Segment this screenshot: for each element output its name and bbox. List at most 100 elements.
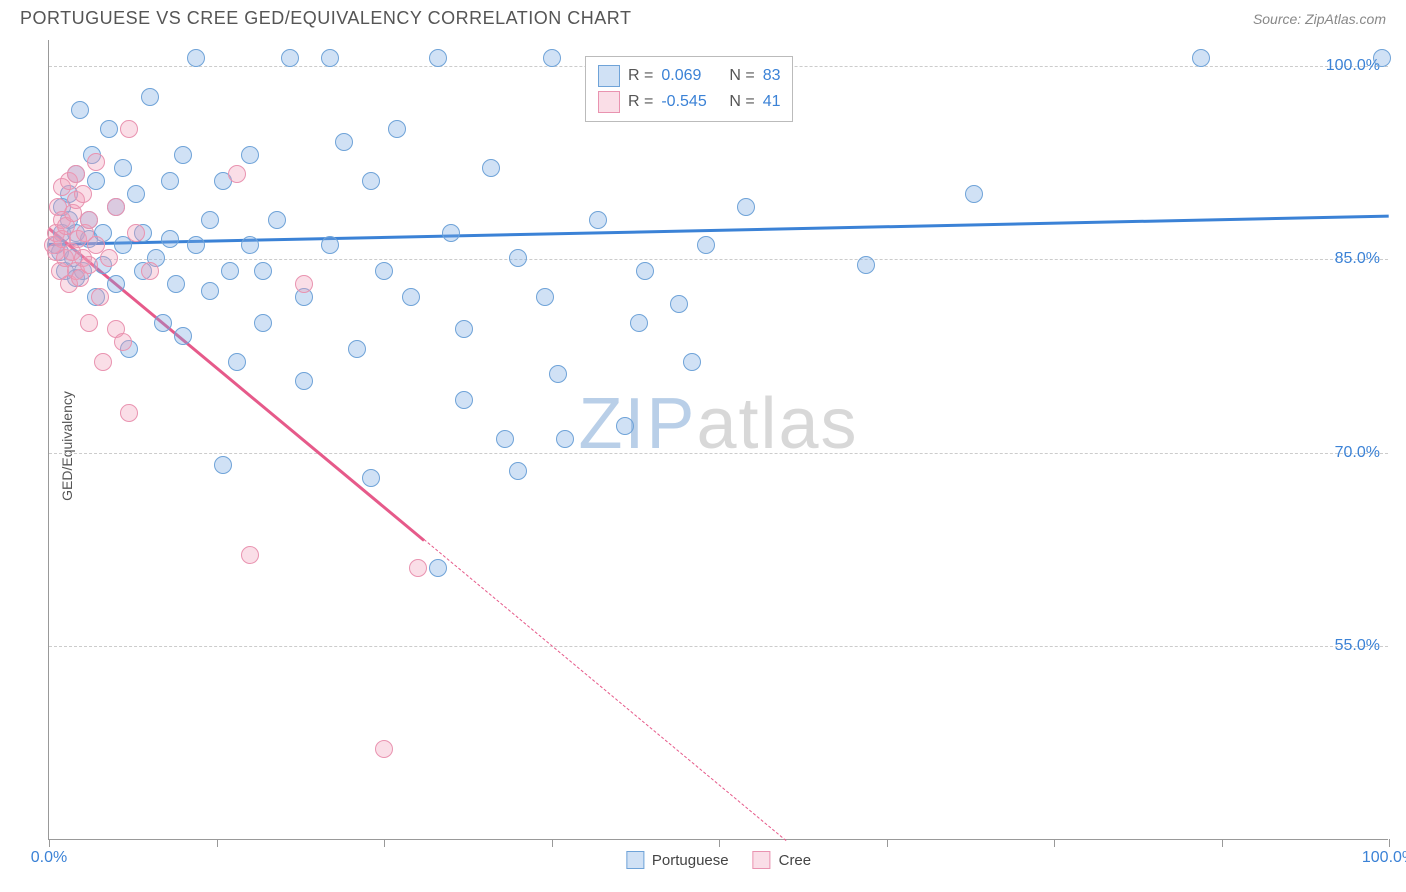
data-point-portuguese xyxy=(167,275,185,293)
data-point-portuguese xyxy=(254,262,272,280)
data-point-portuguese xyxy=(174,327,192,345)
data-point-portuguese xyxy=(482,159,500,177)
data-point-portuguese xyxy=(100,120,118,138)
data-point-portuguese xyxy=(141,88,159,106)
y-tick-label: 85.0% xyxy=(1335,250,1380,268)
data-point-portuguese xyxy=(281,49,299,67)
x-tick xyxy=(217,839,218,847)
data-point-portuguese xyxy=(442,224,460,242)
data-point-portuguese xyxy=(335,133,353,151)
series-swatch xyxy=(626,851,644,869)
legend-r-value: 0.069 xyxy=(661,67,721,85)
data-point-portuguese xyxy=(254,314,272,332)
data-point-portuguese xyxy=(187,236,205,254)
data-point-cree xyxy=(87,153,105,171)
data-point-portuguese xyxy=(241,146,259,164)
x-tick xyxy=(552,839,553,847)
x-tick xyxy=(1389,839,1390,847)
data-point-portuguese xyxy=(549,365,567,383)
watermark-part-b: atlas xyxy=(696,384,858,464)
series-label: Cree xyxy=(779,852,812,869)
series-legend-item: Portuguese xyxy=(626,851,729,869)
data-point-cree xyxy=(120,404,138,422)
correlation-legend: R =0.069N =83R =-0.545N =41 xyxy=(585,56,793,122)
legend-row: R =0.069N =83 xyxy=(598,63,780,89)
data-point-cree xyxy=(100,249,118,267)
data-point-portuguese xyxy=(268,211,286,229)
data-point-portuguese xyxy=(429,559,447,577)
data-point-cree xyxy=(80,211,98,229)
data-point-portuguese xyxy=(536,288,554,306)
data-point-portuguese xyxy=(71,101,89,119)
data-point-portuguese xyxy=(636,262,654,280)
data-point-portuguese xyxy=(161,172,179,190)
data-point-portuguese xyxy=(174,146,192,164)
data-point-portuguese xyxy=(87,172,105,190)
watermark-part-a: ZIP xyxy=(578,384,696,464)
data-point-portuguese xyxy=(543,49,561,67)
data-point-portuguese xyxy=(201,282,219,300)
data-point-portuguese xyxy=(214,456,232,474)
data-point-cree xyxy=(114,333,132,351)
x-tick xyxy=(887,839,888,847)
data-point-portuguese xyxy=(107,275,125,293)
legend-swatch xyxy=(598,65,620,87)
data-point-portuguese xyxy=(127,185,145,203)
x-tick xyxy=(384,839,385,847)
data-point-portuguese xyxy=(589,211,607,229)
y-tick-label: 70.0% xyxy=(1335,444,1380,462)
data-point-portuguese xyxy=(362,469,380,487)
data-point-portuguese xyxy=(737,198,755,216)
legend-r-label: R = xyxy=(628,67,653,85)
data-point-portuguese xyxy=(683,353,701,371)
x-tick-label: 0.0% xyxy=(31,849,67,867)
scatter-chart: ZIPatlas 55.0%70.0%85.0%100.0%0.0%100.0%… xyxy=(48,40,1388,840)
chart-title: PORTUGUESE VS CREE GED/EQUIVALENCY CORRE… xyxy=(20,8,631,29)
data-point-cree xyxy=(228,165,246,183)
data-point-portuguese xyxy=(348,340,366,358)
data-point-cree xyxy=(80,314,98,332)
data-point-portuguese xyxy=(228,353,246,371)
data-point-cree xyxy=(80,256,98,274)
legend-n-value: 83 xyxy=(763,67,781,85)
data-point-portuguese xyxy=(375,262,393,280)
data-point-portuguese xyxy=(321,236,339,254)
data-point-cree xyxy=(127,224,145,242)
chart-header: PORTUGUESE VS CREE GED/EQUIVALENCY CORRE… xyxy=(0,0,1406,33)
y-tick-label: 100.0% xyxy=(1326,57,1380,75)
data-point-portuguese xyxy=(697,236,715,254)
data-point-portuguese xyxy=(429,49,447,67)
data-point-cree xyxy=(409,559,427,577)
data-point-portuguese xyxy=(455,391,473,409)
data-point-portuguese xyxy=(496,430,514,448)
data-point-cree xyxy=(141,262,159,280)
x-tick xyxy=(49,839,50,847)
data-point-portuguese xyxy=(295,372,313,390)
data-point-portuguese xyxy=(1373,49,1391,67)
data-point-portuguese xyxy=(857,256,875,274)
data-point-portuguese xyxy=(388,120,406,138)
data-point-portuguese xyxy=(201,211,219,229)
data-point-portuguese xyxy=(670,295,688,313)
x-tick-label: 100.0% xyxy=(1362,849,1406,867)
data-point-cree xyxy=(120,120,138,138)
data-point-portuguese xyxy=(965,185,983,203)
x-tick xyxy=(1222,839,1223,847)
data-point-portuguese xyxy=(221,262,239,280)
data-point-portuguese xyxy=(321,49,339,67)
data-point-portuguese xyxy=(154,314,172,332)
x-tick xyxy=(719,839,720,847)
data-point-portuguese xyxy=(241,236,259,254)
legend-row: R =-0.545N =41 xyxy=(598,89,780,115)
data-point-portuguese xyxy=(1192,49,1210,67)
data-point-cree xyxy=(241,546,259,564)
x-tick xyxy=(1054,839,1055,847)
series-swatch xyxy=(753,851,771,869)
data-point-portuguese xyxy=(402,288,420,306)
series-label: Portuguese xyxy=(652,852,729,869)
data-point-portuguese xyxy=(509,249,527,267)
legend-r-label: R = xyxy=(628,93,653,111)
data-point-portuguese xyxy=(556,430,574,448)
data-point-portuguese xyxy=(509,462,527,480)
gridline-h xyxy=(49,259,1388,260)
